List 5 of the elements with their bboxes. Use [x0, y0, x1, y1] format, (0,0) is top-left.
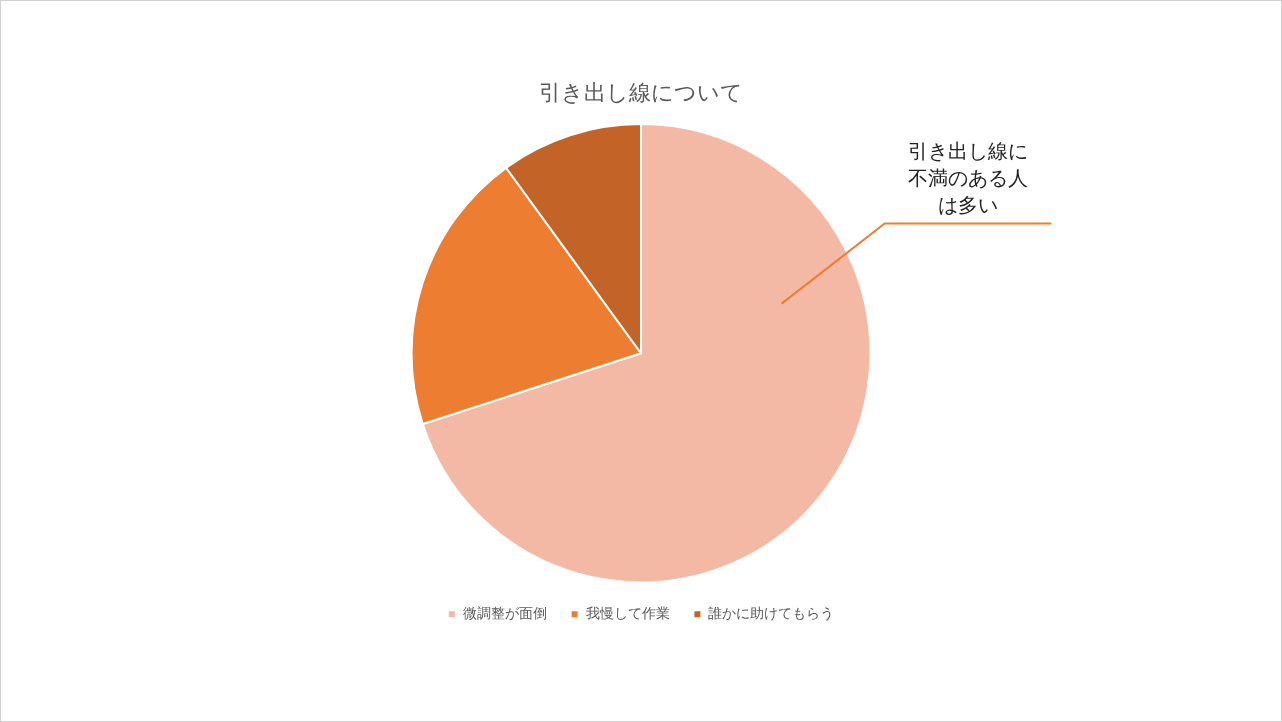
legend-label: 誰かに助けてもらう — [708, 604, 835, 621]
text: 引き出し線に不満のある人は多い — [907, 138, 1029, 217]
legend-label: 我慢して作業 — [585, 604, 670, 621]
legend-label: 微調整が面倒 — [462, 604, 547, 621]
chart-title: 引き出し線について — [538, 79, 744, 105]
